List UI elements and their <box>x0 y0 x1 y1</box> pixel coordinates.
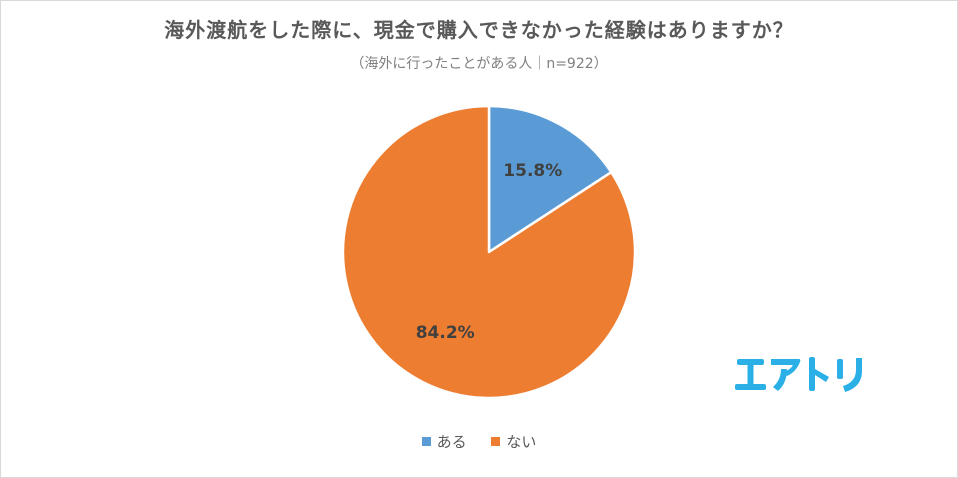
airtrip-logo-mark <box>735 357 862 392</box>
legend-swatch-nai <box>491 437 501 446</box>
data-label-aru: 15.8% <box>503 161 562 181</box>
pie-slices <box>341 104 637 400</box>
pie-slice-aru <box>487 104 613 254</box>
chart-subtitle: （海外に行ったことがある人｜n=922） <box>350 56 608 72</box>
pie-slice-nai <box>341 104 637 400</box>
legend-label-aru: ある <box>436 433 467 451</box>
data-label-nai: 84.2% <box>416 323 475 343</box>
legend-swatch-aru <box>421 437 431 446</box>
legend-item-aru: ある <box>421 431 467 452</box>
chart-title: 海外渡航をした際に、現金で購入できなかった経験はありますか？ <box>164 18 794 42</box>
legend-label-nai: ない <box>506 433 537 451</box>
pie-labels: 15.8% 84.2% <box>416 161 563 343</box>
legend: ある ない <box>1 431 957 452</box>
legend-item-nai: ない <box>491 431 536 452</box>
airtrip-logo <box>735 355 869 401</box>
